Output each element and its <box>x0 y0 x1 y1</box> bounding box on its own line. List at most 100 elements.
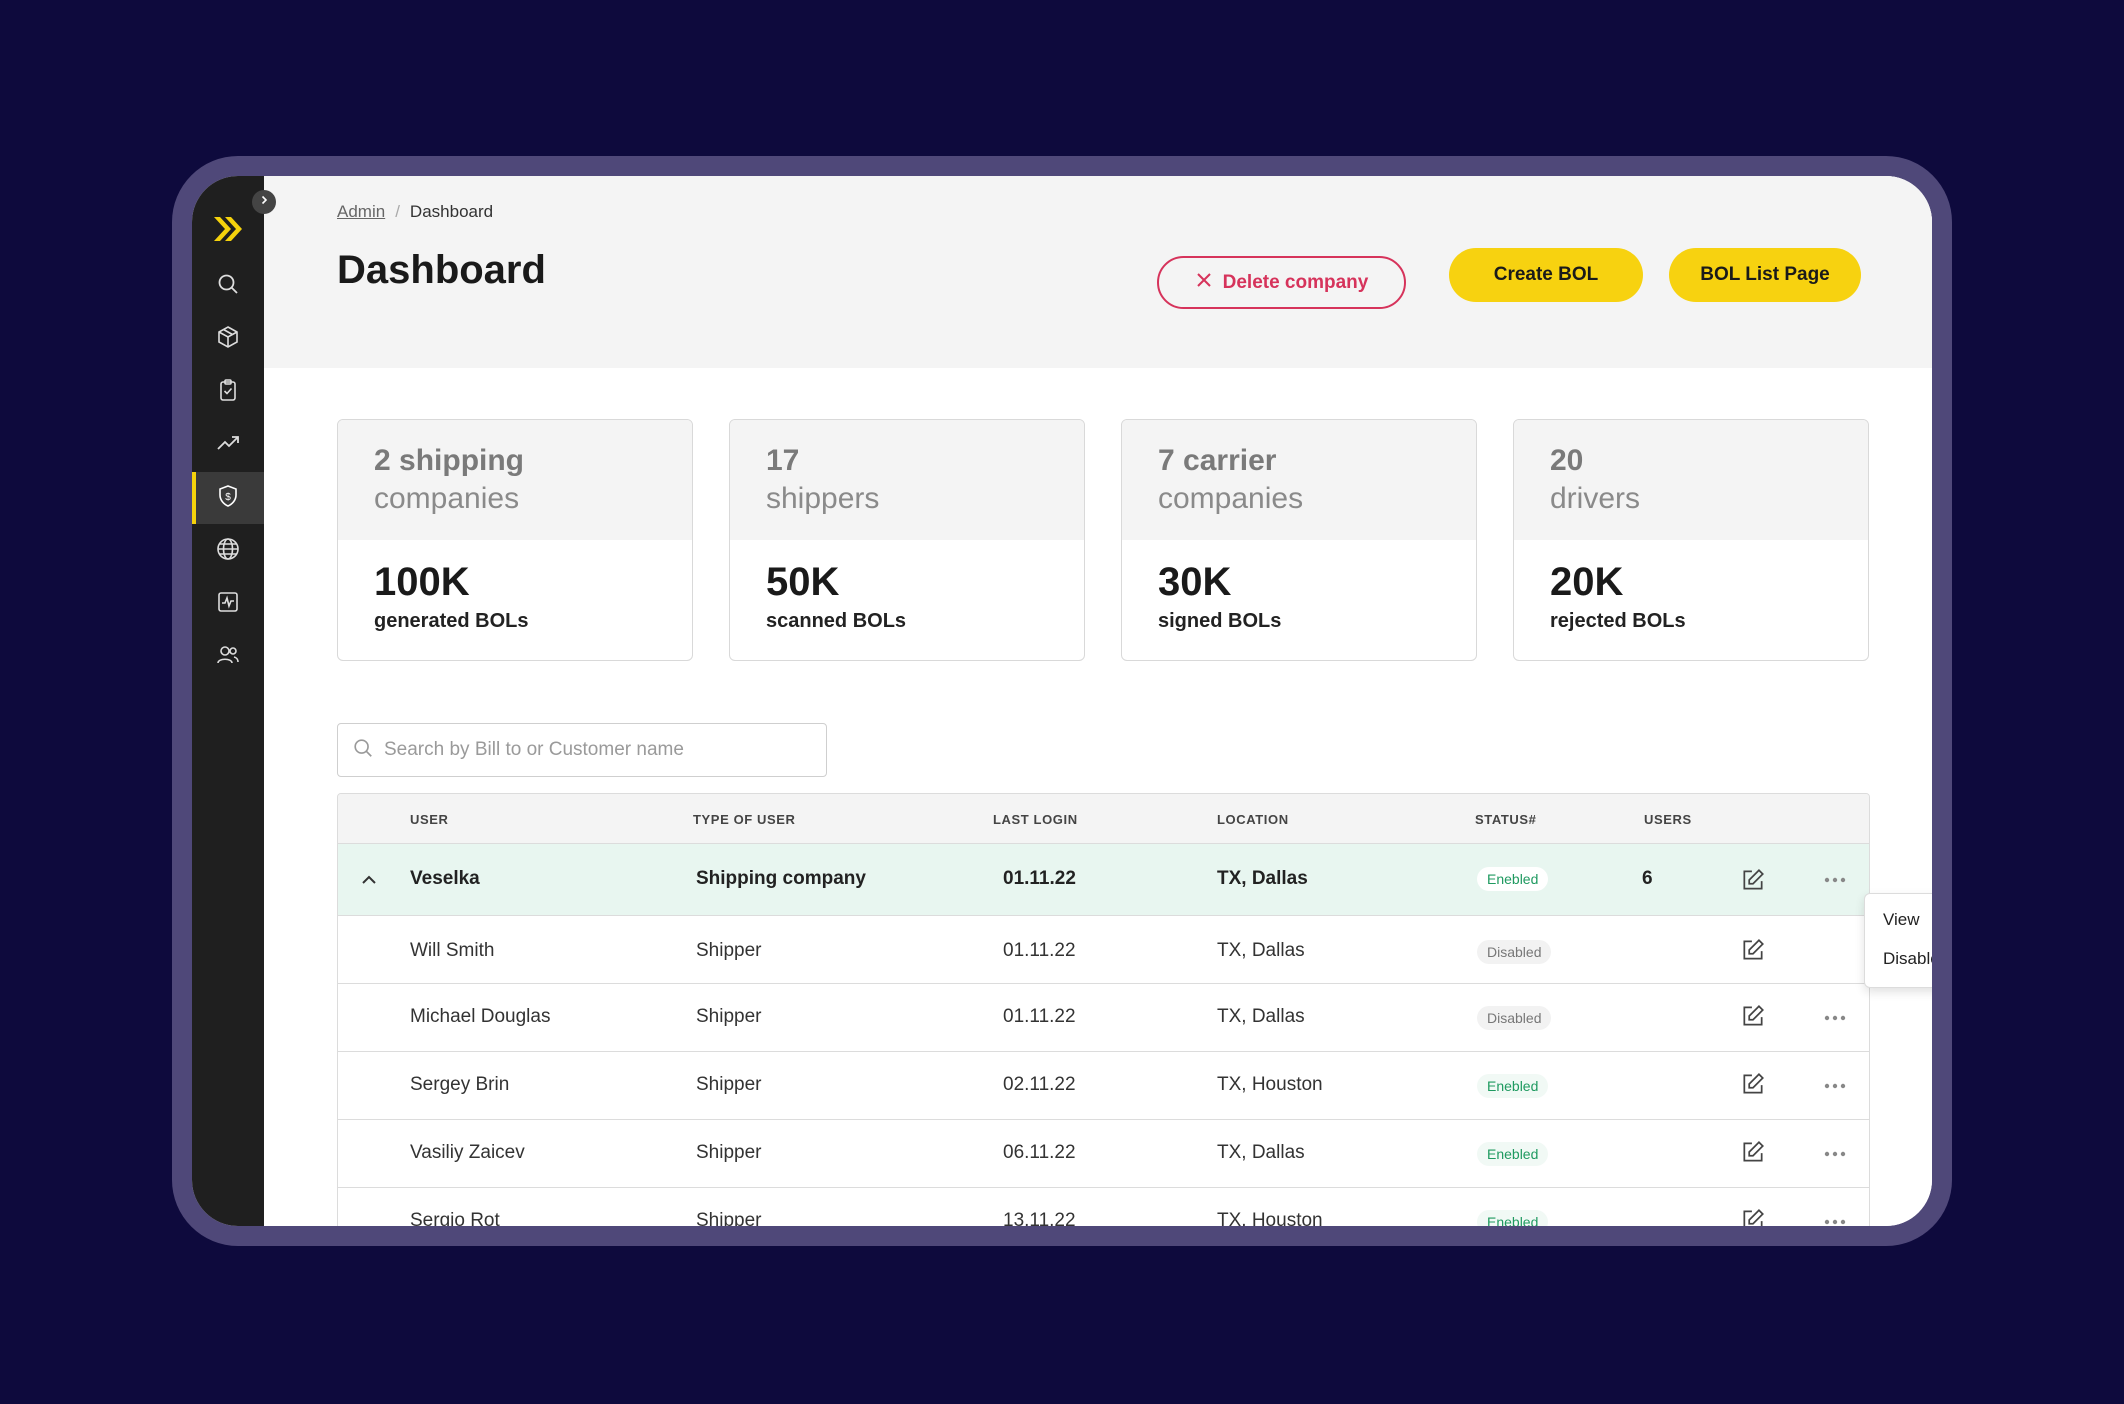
status-badge: Enebled <box>1477 1074 1549 1098</box>
clipboard-check-icon <box>216 378 240 407</box>
stat-count: 7 carrier <box>1158 444 1277 477</box>
sidebar-item-analytics[interactable] <box>192 419 264 471</box>
cell-last-login: 02.11.22 <box>1003 1074 1076 1095</box>
stat-count: 20 <box>1550 444 1584 477</box>
stat-value: 100K <box>374 560 470 604</box>
breadcrumb-admin-link[interactable]: Admin <box>337 202 386 221</box>
table-row[interactable]: Sergey Brin Shipper 02.11.22 TX, Houston… <box>338 1052 1869 1120</box>
cell-user: Sergey Brin <box>410 1074 510 1095</box>
breadcrumb-current: Dashboard <box>409 202 494 221</box>
stat-label: signed BOLs <box>1158 610 1282 632</box>
breadcrumb: Admin / Dashboard <box>337 202 493 222</box>
sidebar-item-billing[interactable]: $ <box>192 472 264 524</box>
cell-user: Vasiliy Zaicev <box>410 1142 525 1163</box>
close-icon <box>1195 271 1213 295</box>
more-options-icon[interactable] <box>1820 1003 1850 1033</box>
sidebar-toggle-button[interactable] <box>252 190 276 214</box>
cell-last-login: 06.11.22 <box>1003 1142 1076 1163</box>
sidebar-item-global[interactable] <box>192 525 264 577</box>
sidebar-item-tasks[interactable] <box>192 366 264 418</box>
stat-subtitle: drivers <box>1550 482 1641 515</box>
cell-users-count: 6 <box>1642 868 1653 889</box>
chevron-up-icon[interactable] <box>354 865 384 895</box>
edit-icon[interactable] <box>1738 1001 1768 1031</box>
table-row[interactable]: Will Smith Shipper 01.11.22 TX, Dallas D… <box>338 916 1869 984</box>
users-icon <box>216 643 240 672</box>
status-badge: Disabled <box>1477 1006 1552 1030</box>
create-bol-button[interactable]: Create BOL <box>1449 248 1643 302</box>
table-row[interactable]: Vasiliy Zaicev Shipper 06.11.22 TX, Dall… <box>338 1120 1869 1188</box>
table-row[interactable]: Michael Douglas Shipper 01.11.22 TX, Dal… <box>338 984 1869 1052</box>
sidebar-item-users[interactable] <box>192 631 264 683</box>
search-box[interactable] <box>337 723 827 777</box>
sidebar: $ <box>192 176 264 1226</box>
table-group-row[interactable]: Veselka Shipping company 01.11.22 TX, Da… <box>338 844 1869 916</box>
cell-user: Veselka <box>410 868 480 889</box>
stat-card-drivers: 20 drivers 20K rejected BOLs <box>1513 419 1869 661</box>
column-header-user[interactable]: USER <box>410 812 449 827</box>
cell-type: Shipper <box>696 1074 762 1095</box>
sidebar-item-packages[interactable] <box>192 313 264 365</box>
cell-type: Shipping company <box>696 868 866 889</box>
cell-user: Will Smith <box>410 940 495 961</box>
cell-location: TX, Dallas <box>1217 940 1305 961</box>
cell-user: Michael Douglas <box>410 1006 551 1027</box>
activity-chart-icon <box>216 590 240 619</box>
more-options-icon[interactable] <box>1820 1071 1850 1101</box>
table-row[interactable]: Sergio Rot Shipper 13.11.22 TX, Houston … <box>338 1188 1869 1226</box>
stat-card-shipping-companies: 2 shipping companies 100K generated BOLs <box>337 419 693 661</box>
menu-item-disable[interactable]: Disable <box>1883 949 1932 968</box>
menu-item-view[interactable]: View <box>1883 910 1920 929</box>
search-icon <box>352 737 374 764</box>
main-content: Admin / Dashboard Dashboard Delete compa… <box>264 176 1932 1226</box>
edit-icon[interactable] <box>1738 865 1768 895</box>
row-actions-menu: View Disable <box>1864 893 1932 988</box>
shield-dollar-icon: $ <box>216 484 240 513</box>
cell-location: TX, Dallas <box>1217 868 1308 889</box>
page-header: Admin / Dashboard Dashboard Delete compa… <box>264 176 1932 368</box>
edit-icon[interactable] <box>1738 1205 1768 1226</box>
stat-label: rejected BOLs <box>1550 610 1686 632</box>
cell-last-login: 01.11.22 <box>1003 940 1076 961</box>
cell-last-login: 01.11.22 <box>1003 1006 1076 1027</box>
sidebar-item-reports[interactable] <box>192 578 264 630</box>
column-header-last-login[interactable]: LAST LOGIN <box>993 812 1078 827</box>
cell-location: TX, Houston <box>1217 1210 1323 1226</box>
stat-value: 50K <box>766 560 840 604</box>
stat-card-shippers: 17 shippers 50K scanned BOLs <box>729 419 1085 661</box>
cell-type: Shipper <box>696 1210 762 1226</box>
column-header-type[interactable]: TYPE OF USER <box>693 812 796 827</box>
cell-location: TX, Dallas <box>1217 1006 1305 1027</box>
cell-type: Shipper <box>696 1142 762 1163</box>
stat-value: 30K <box>1158 560 1232 604</box>
bol-list-page-button[interactable]: BOL List Page <box>1669 248 1861 302</box>
sidebar-item-search[interactable] <box>192 260 264 312</box>
delete-company-label: Delete company <box>1222 271 1369 293</box>
cell-last-login: 01.11.22 <box>1003 868 1076 889</box>
column-header-location[interactable]: LOCATION <box>1217 812 1289 827</box>
column-header-status[interactable]: STATUS# <box>1475 812 1537 827</box>
delete-company-button[interactable]: Delete company <box>1157 256 1406 309</box>
more-options-icon[interactable] <box>1820 865 1850 895</box>
table-header: USER TYPE OF USER LAST LOGIN LOCATION ST… <box>338 794 1869 844</box>
search-input[interactable] <box>384 739 804 761</box>
logo-icon[interactable] <box>212 214 244 244</box>
stat-count: 17 <box>766 444 800 477</box>
edit-icon[interactable] <box>1738 935 1768 965</box>
box-icon <box>216 325 240 354</box>
edit-icon[interactable] <box>1738 1069 1768 1099</box>
cell-location: TX, Houston <box>1217 1074 1323 1095</box>
status-badge: Enebled <box>1477 1210 1549 1226</box>
more-options-icon[interactable] <box>1820 1139 1850 1169</box>
edit-icon[interactable] <box>1738 1137 1768 1167</box>
cell-user: Sergio Rot <box>410 1210 500 1226</box>
search-icon <box>216 272 240 301</box>
cell-type: Shipper <box>696 1006 762 1027</box>
stat-value: 20K <box>1550 560 1624 604</box>
cell-last-login: 13.11.22 <box>1003 1210 1076 1226</box>
page-title: Dashboard <box>337 248 546 292</box>
svg-text:$: $ <box>225 492 231 503</box>
more-options-icon[interactable] <box>1820 1207 1850 1226</box>
column-header-users[interactable]: USERS <box>1644 812 1692 827</box>
status-badge: Enebled <box>1477 867 1549 891</box>
